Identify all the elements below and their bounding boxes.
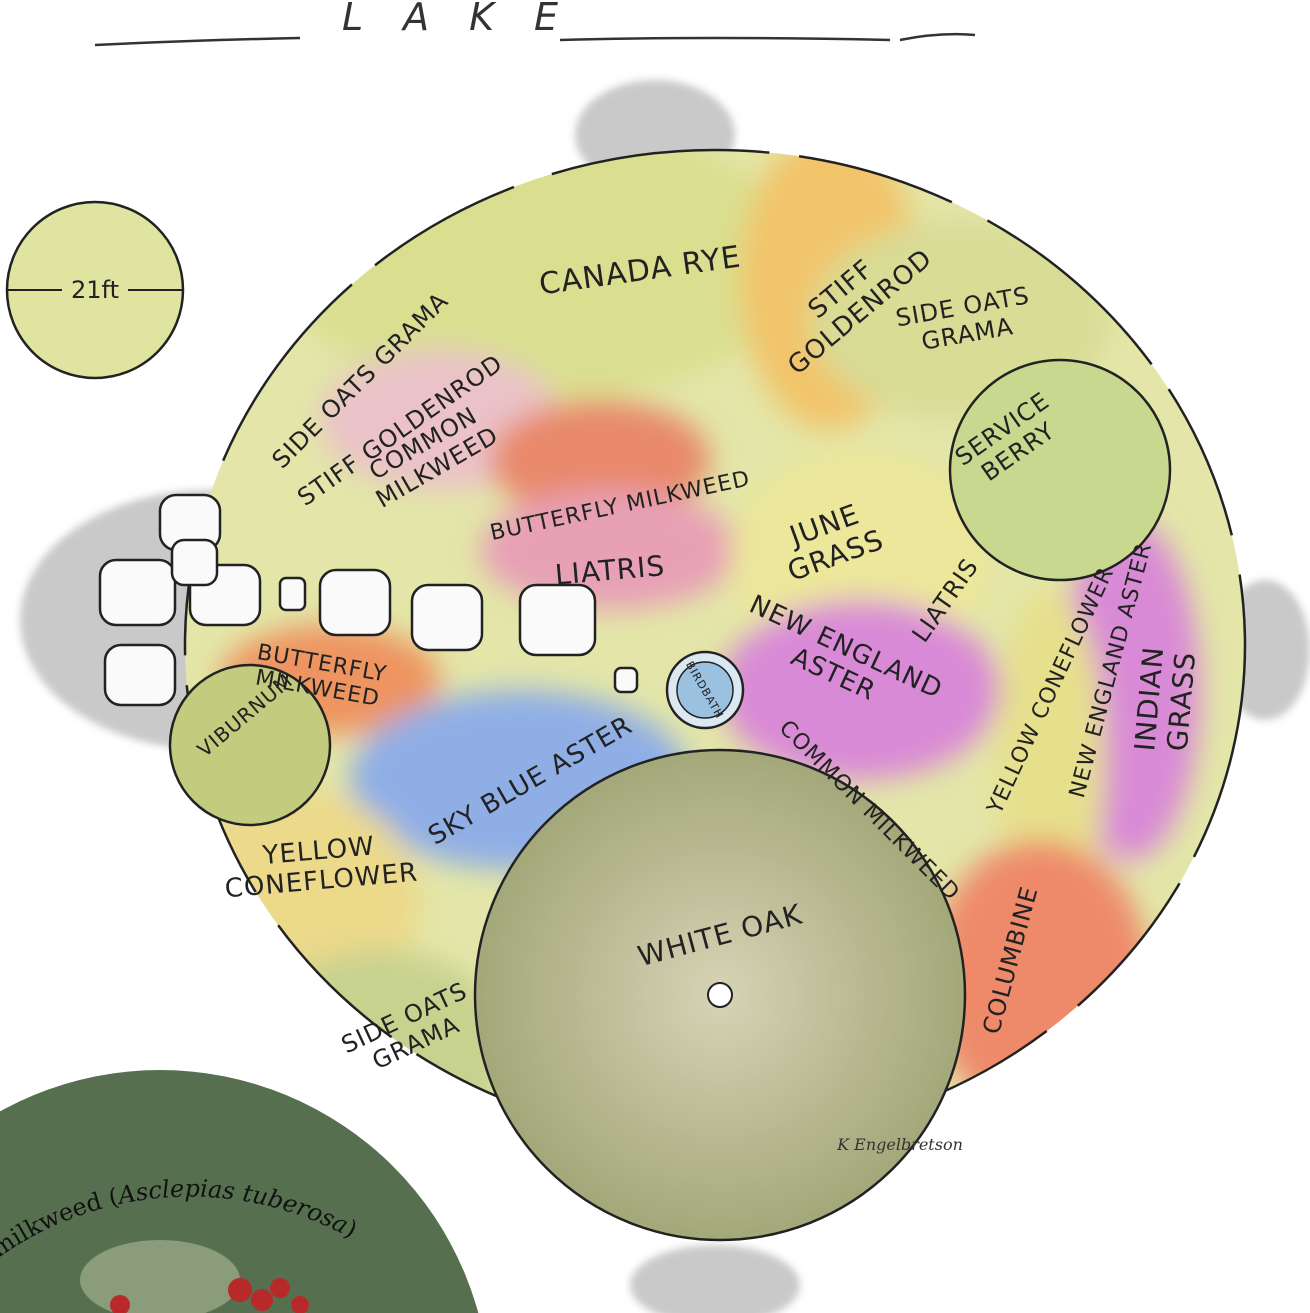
garden-plan: LAKE <box>0 0 1310 1313</box>
page: LAKE <box>0 0 1310 1313</box>
signature: K Engelbretson <box>836 1135 963 1154</box>
plant-label: INDIANGRASS <box>1128 645 1202 755</box>
scale-label: 21ft <box>71 276 119 304</box>
lake-title: LAKE <box>342 0 598 39</box>
oak-trunk <box>708 983 732 1007</box>
